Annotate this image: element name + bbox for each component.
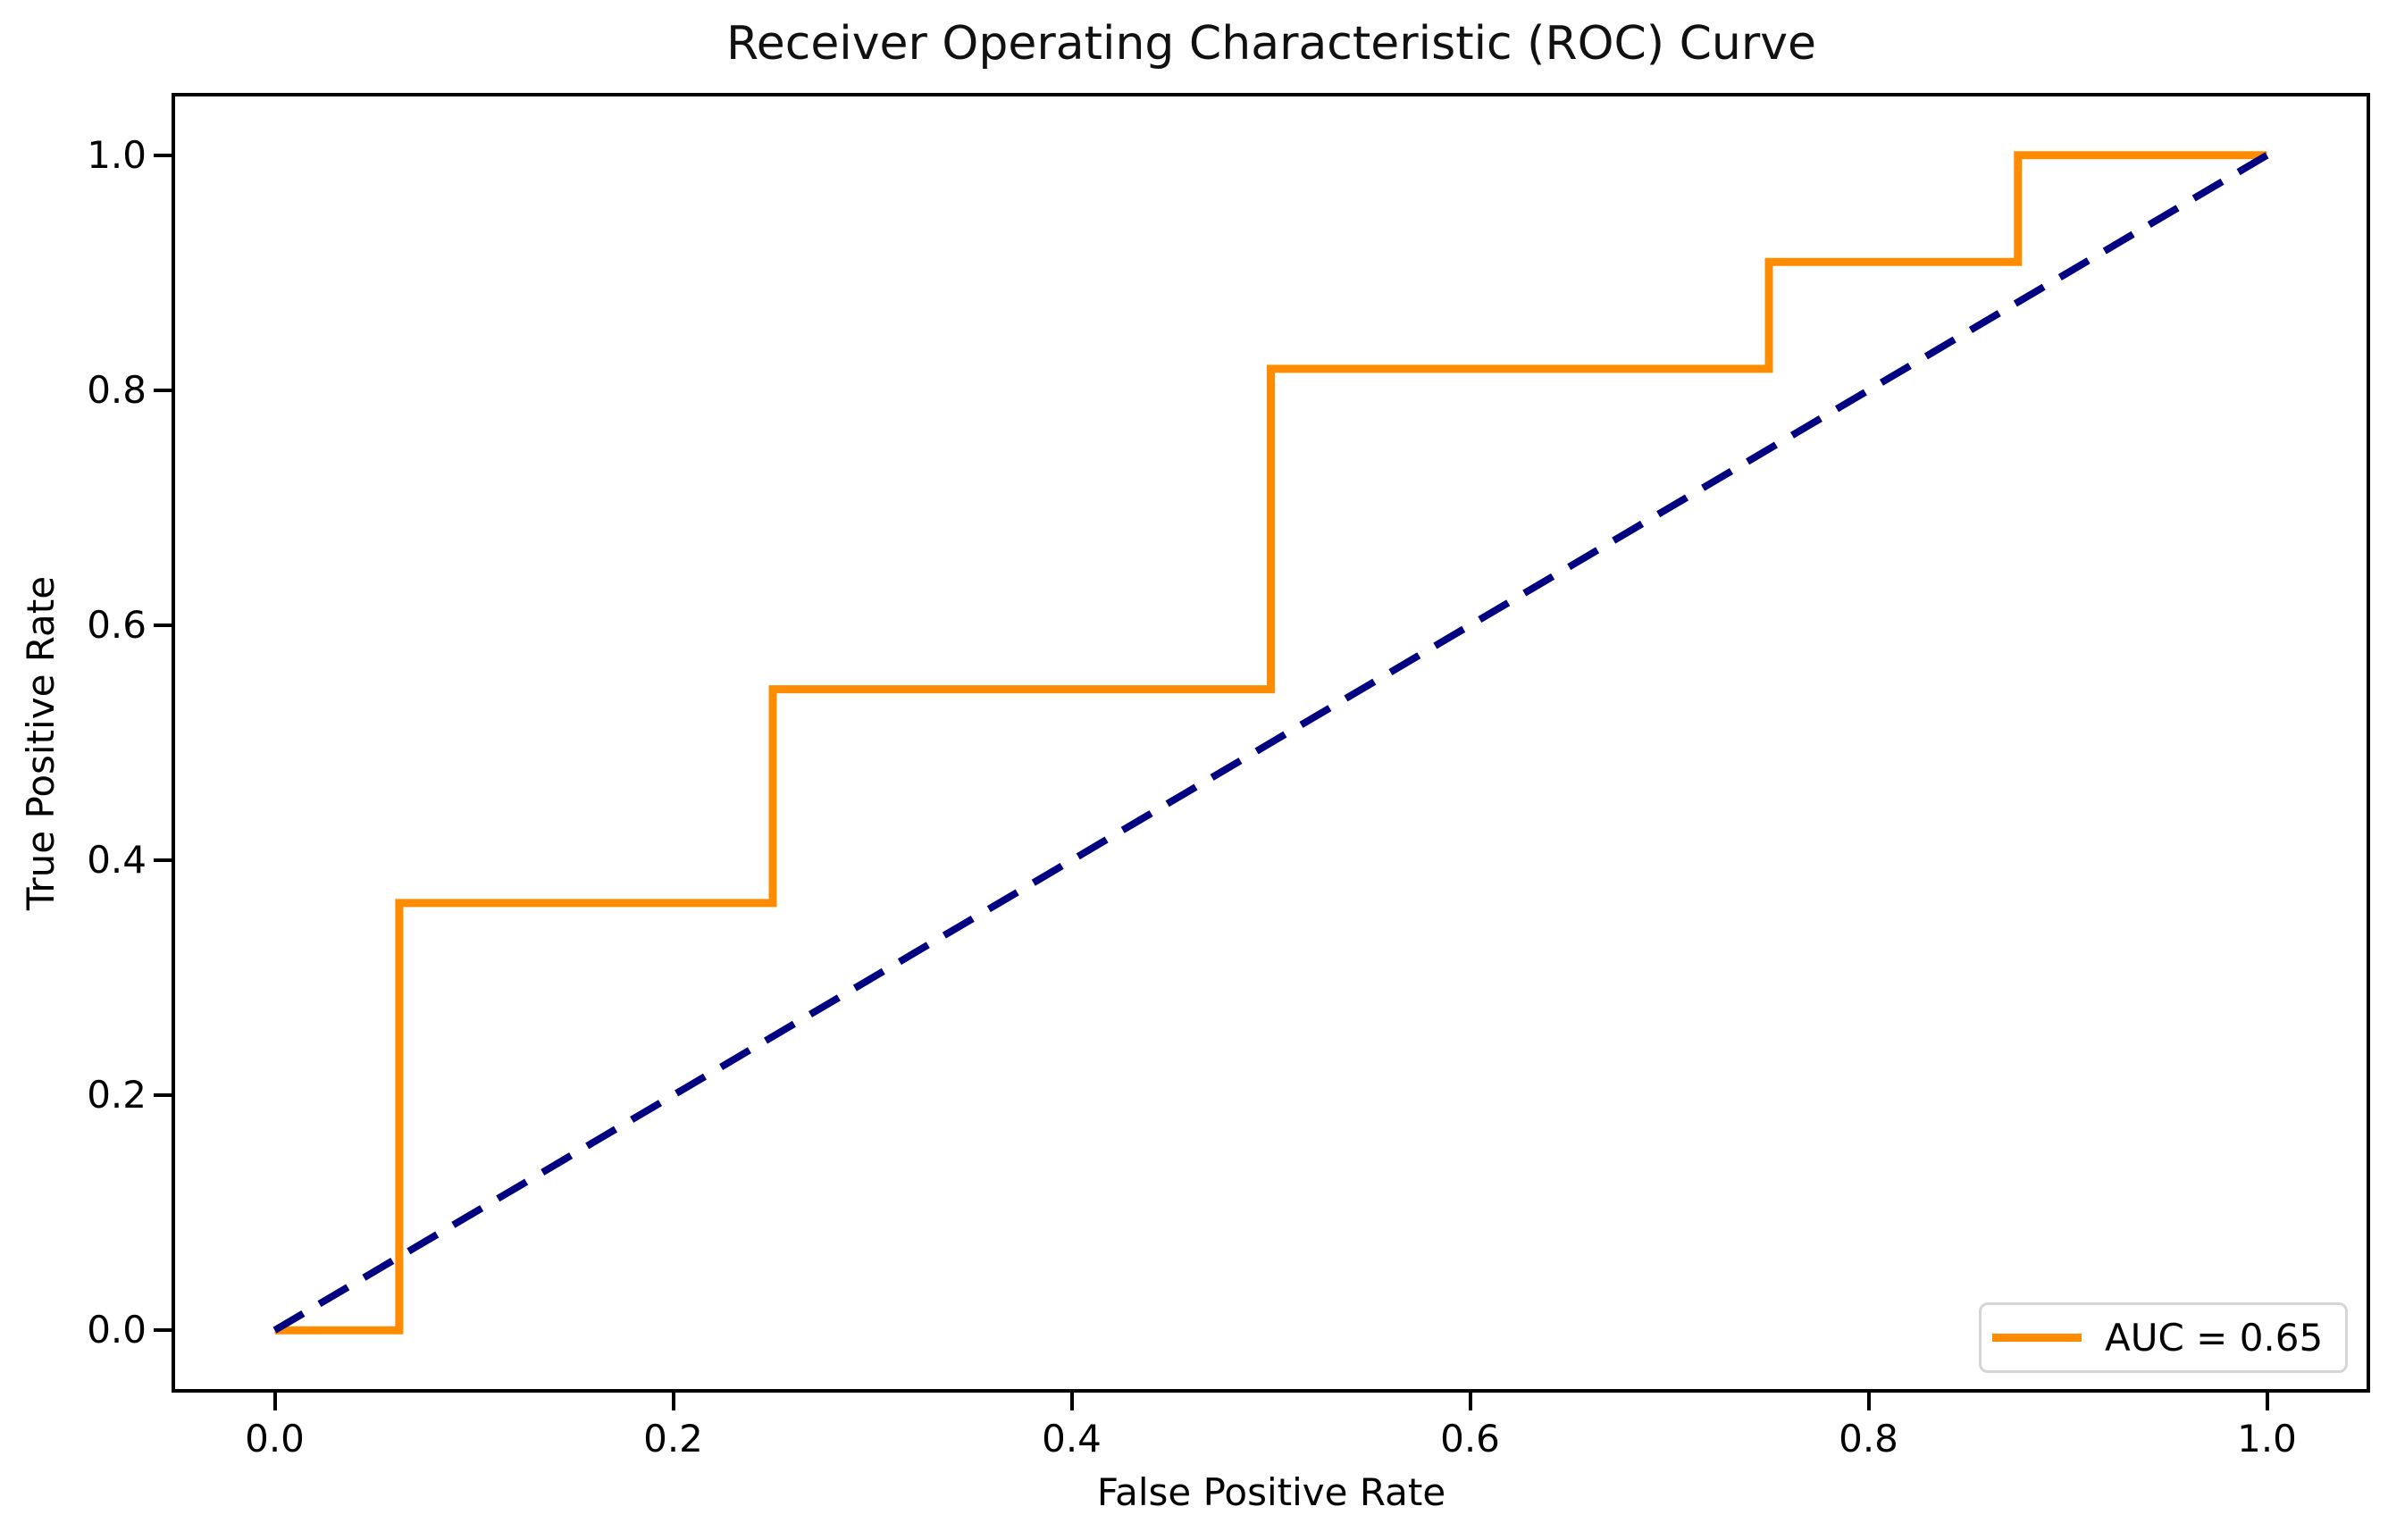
y-axis-tick-mark bbox=[154, 623, 172, 627]
legend-label: AUC = 0.65 bbox=[2105, 1315, 2324, 1360]
x-axis-label: False Positive Rate bbox=[1096, 1470, 1446, 1514]
y-axis-tick-label: 0.6 bbox=[87, 602, 147, 647]
x-axis-tick-mark bbox=[1069, 1393, 1074, 1410]
y-axis-tick-mark bbox=[154, 388, 172, 392]
legend-line-swatch bbox=[1992, 1334, 2082, 1342]
x-axis-tick-label: 0.4 bbox=[1042, 1417, 1102, 1460]
x-axis-tick-mark bbox=[1866, 1393, 1871, 1410]
y-axis-tick-label: 0.4 bbox=[87, 838, 147, 883]
plot-area: AUC = 0.65 bbox=[172, 93, 2370, 1393]
y-axis-tick-label: 0.2 bbox=[87, 1073, 147, 1117]
x-axis-tick-label: 0.2 bbox=[643, 1417, 703, 1460]
y-axis-tick-mark bbox=[154, 1093, 172, 1098]
y-axis-tick-label: 0.0 bbox=[87, 1308, 147, 1352]
y-axis-tick-label: 0.8 bbox=[87, 367, 147, 412]
x-axis-tick-label: 0.0 bbox=[245, 1417, 305, 1460]
x-axis-tick-label: 1.0 bbox=[2237, 1417, 2297, 1460]
y-axis-tick-mark bbox=[154, 153, 172, 157]
x-axis-tick-mark bbox=[671, 1393, 675, 1410]
x-axis-tick-label: 0.6 bbox=[1440, 1417, 1500, 1460]
x-axis-tick-mark bbox=[272, 1393, 277, 1410]
x-axis-tick-mark bbox=[1468, 1393, 1472, 1410]
y-axis-tick-label: 1.0 bbox=[87, 132, 147, 177]
y-axis-tick-mark bbox=[154, 858, 172, 863]
x-axis-tick-label: 0.8 bbox=[1839, 1417, 1898, 1460]
y-axis-tick-mark bbox=[154, 1328, 172, 1333]
x-axis-tick-mark bbox=[2265, 1393, 2269, 1410]
chart-title: Receiver Operating Characteristic (ROC) … bbox=[725, 17, 1817, 71]
series-chance-diagonal bbox=[272, 152, 2269, 1334]
series-roc-curve bbox=[274, 151, 2267, 1335]
legend-box: AUC = 0.65 bbox=[1979, 1302, 2348, 1373]
series-lines-canvas bbox=[272, 151, 2269, 1335]
